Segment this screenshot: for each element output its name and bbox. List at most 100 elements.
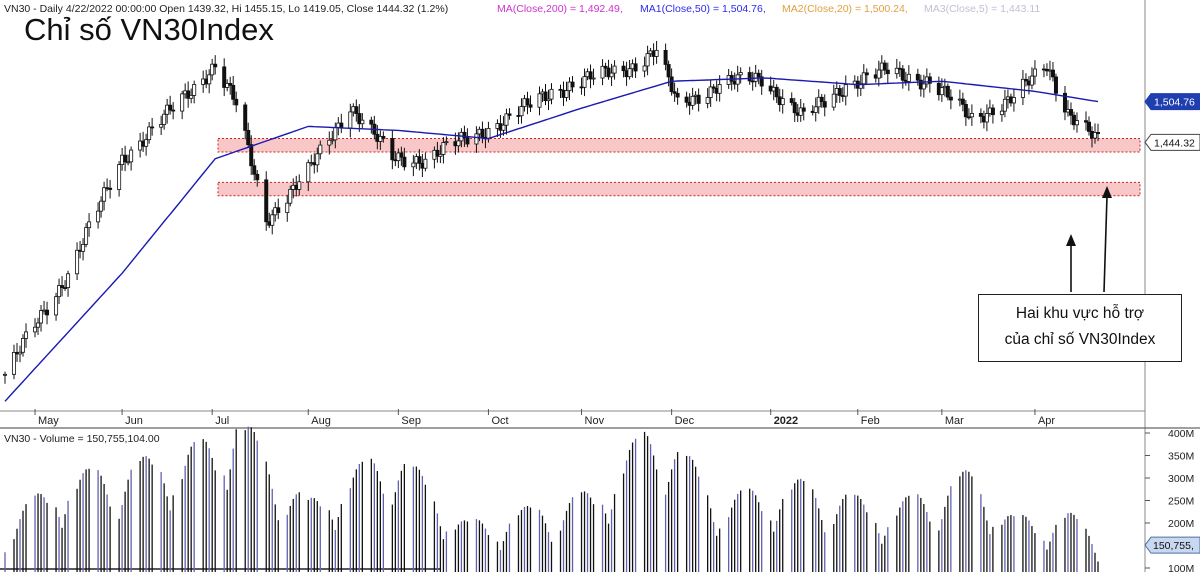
candle [318, 140, 323, 160]
candle-body [210, 63, 215, 76]
x-tick-label: May [38, 415, 59, 427]
candle-body [621, 65, 626, 72]
candle-body [528, 104, 533, 108]
candle-body [705, 97, 710, 104]
price-pane [0, 0, 1145, 430]
candle-body [990, 107, 995, 116]
candle [315, 147, 320, 173]
candle [546, 89, 551, 111]
candle-body [675, 92, 680, 98]
candle [252, 159, 257, 181]
candle-body [246, 129, 251, 146]
candle [507, 108, 512, 120]
candle [780, 89, 785, 114]
candle-body [99, 200, 104, 212]
candle-body [123, 154, 128, 163]
candle [690, 87, 695, 110]
header-ma5: MA3(Close,5) = 1,443.11 [924, 3, 1040, 15]
candle [378, 130, 383, 150]
candle-body [297, 181, 302, 190]
candle-body [819, 96, 824, 103]
candle [390, 129, 395, 170]
candle-body [684, 96, 689, 103]
candle-body [318, 144, 323, 155]
candle [207, 69, 212, 94]
candle [633, 57, 638, 78]
header-symbol-line: VN30 - Daily 4/22/2022 00:00:00 Open 143… [4, 3, 448, 15]
candle [1029, 67, 1034, 90]
candle-body [843, 84, 848, 97]
candle [129, 146, 134, 171]
candle-body [276, 207, 281, 214]
candle-body [885, 69, 890, 75]
candle [180, 90, 185, 120]
candle-body [60, 285, 65, 288]
candle-body [144, 139, 149, 147]
price-tags: 1,504.76 1,444.32 [1144, 93, 1200, 151]
candle [864, 68, 869, 85]
candle [189, 88, 194, 104]
candle-body [960, 98, 965, 105]
candle [978, 108, 983, 124]
candle-body [423, 158, 428, 169]
x-tick-label: Nov [585, 415, 605, 427]
candle-body [390, 138, 395, 161]
candle [270, 209, 275, 235]
candle-body [21, 338, 26, 353]
candle [438, 145, 443, 164]
candle [753, 64, 758, 88]
candle-body [36, 322, 41, 328]
price-tag-label: 1,444.32 [1154, 137, 1195, 149]
candle [759, 69, 764, 95]
chart-header: VN30 - Daily 4/22/2022 00:00:00 Open 143… [4, 3, 1040, 445]
candle-body [753, 72, 758, 82]
candle-body [357, 113, 362, 125]
candle [927, 72, 932, 93]
candle-body [285, 202, 290, 214]
x-tick-label: Dec [675, 415, 695, 427]
candle [276, 198, 281, 220]
candle [354, 99, 359, 122]
candle [591, 68, 596, 86]
candle-body [381, 135, 386, 139]
candle-body [831, 93, 836, 108]
candle-body [894, 67, 899, 75]
candle-body [57, 285, 62, 298]
candle [168, 95, 173, 115]
candle-body [717, 84, 722, 94]
candle [738, 67, 743, 84]
candle-body [1020, 78, 1025, 98]
candle [159, 115, 164, 135]
x-tick-label: 2022 [774, 415, 798, 427]
candle [1074, 112, 1079, 133]
candle-body [456, 140, 461, 147]
candle [213, 55, 218, 75]
candle-body [54, 296, 59, 316]
candle [519, 98, 524, 124]
candle-body [774, 86, 779, 98]
candle-body [1092, 132, 1097, 139]
candle [816, 89, 821, 114]
candle [882, 60, 887, 75]
candle [960, 92, 965, 112]
candle [381, 131, 386, 143]
candle-body [669, 76, 674, 93]
candle-body [711, 86, 716, 89]
candle [264, 171, 269, 231]
candle-body [537, 93, 542, 108]
candle [66, 270, 71, 297]
volume-header: VN30 - Volume = 150,755,104.00 [4, 433, 160, 445]
candle-body [1011, 97, 1016, 104]
candle-body [564, 90, 569, 98]
candle [564, 81, 569, 102]
x-tick-label: Jul [215, 415, 229, 427]
candle-body [627, 68, 632, 78]
candle-body [582, 76, 587, 88]
candle [423, 152, 428, 172]
candle [570, 76, 575, 93]
candle-body [789, 98, 794, 103]
candle-body [117, 164, 122, 190]
candle-body [759, 76, 764, 87]
candle-body [252, 165, 257, 175]
candle [3, 371, 8, 384]
